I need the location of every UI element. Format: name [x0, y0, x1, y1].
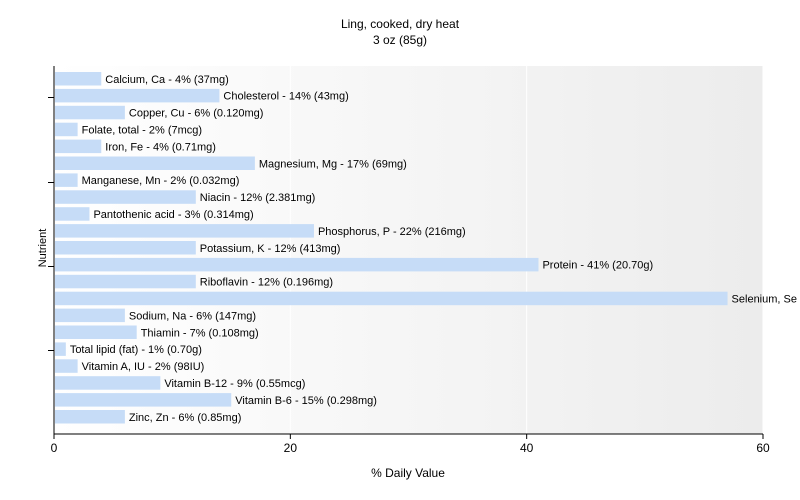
bar-label-7: Niacin - 12% (2.381mg) — [200, 192, 316, 204]
bar-2 — [55, 105, 125, 120]
bar-label-14: Sodium, Na - 6% (147mg) — [129, 310, 256, 322]
bar-label-18: Vitamin B-12 - 9% (0.55mcg) — [164, 378, 305, 390]
bar-label-20: Zinc, Zn - 6% (0.85mg) — [129, 412, 241, 424]
bar-label-3: Folate, total - 2% (7mcg) — [82, 124, 202, 136]
x-tick-label-3: 60 — [756, 441, 770, 455]
bar-label-19: Vitamin B-6 - 15% (0.298mg) — [235, 395, 377, 407]
bar-label-9: Phosphorus, P - 22% (216mg) — [318, 226, 466, 238]
bar-label-13: Selenium, Se - 57% (39.8mcg) — [732, 293, 800, 305]
bar-label-17: Vitamin A, IU - 2% (98IU) — [82, 361, 205, 373]
bar-label-8: Pantothenic acid - 3% (0.314mg) — [93, 209, 253, 221]
y-axis-ticks — [48, 97, 54, 351]
bar-8 — [55, 207, 90, 221]
bar-11 — [55, 257, 539, 272]
bar-0 — [55, 72, 102, 86]
bar-15 — [55, 325, 137, 339]
x-tick-label-1: 20 — [284, 441, 298, 455]
bar-13 — [55, 291, 728, 306]
bar-10 — [55, 241, 196, 255]
bar-label-4: Iron, Fe - 4% (0.71mg) — [105, 141, 216, 153]
y-axis-label: Nutrient — [37, 229, 49, 268]
gridlines — [289, 66, 764, 434]
chart-title: Ling, cooked, dry heat — [341, 17, 460, 31]
bar-6 — [55, 173, 78, 187]
bar-1 — [55, 88, 220, 103]
bar-12 — [55, 274, 196, 289]
bar-label-0: Calcium, Ca - 4% (37mg) — [105, 74, 228, 86]
chart-subtitle: 3 oz (85g) — [373, 33, 427, 47]
bar-19 — [55, 393, 232, 407]
bar-4 — [55, 139, 102, 154]
bar-labels-group: Calcium, Ca - 4% (37mg) Cholesterol - 14%… — [70, 74, 800, 424]
bars-group — [55, 72, 728, 424]
bar-5 — [55, 156, 255, 170]
bar-16 — [55, 342, 66, 356]
bar-17 — [55, 359, 78, 373]
bar-label-2: Copper, Cu - 6% (0.120mg) — [129, 108, 264, 120]
bar-18 — [55, 376, 161, 390]
bar-label-6: Manganese, Mn - 2% (0.032mg) — [82, 175, 240, 187]
bar-14 — [55, 308, 125, 323]
bar-label-12: Riboflavin - 12% (0.196mg) — [200, 277, 333, 289]
x-axis-ticks: 0 20 40 60 — [51, 434, 770, 455]
bar-9 — [55, 224, 314, 238]
bar-label-16: Total lipid (fat) - 1% (0.70g) — [70, 344, 202, 356]
bar-label-1: Cholesterol - 14% (43mg) — [223, 91, 348, 103]
bar-label-11: Protein - 41% (20.70g) — [542, 260, 653, 272]
bar-20 — [55, 410, 125, 424]
bar-label-5: Magnesium, Mg - 17% (69mg) — [259, 158, 407, 170]
x-tick-label-0: 0 — [51, 441, 58, 455]
bar-3 — [55, 122, 78, 137]
bar-7 — [55, 190, 196, 204]
x-tick-label-2: 40 — [520, 441, 534, 455]
bar-label-15: Thiamin - 7% (0.108mg) — [141, 327, 259, 339]
x-axis-label: % Daily Value — [371, 466, 445, 480]
bar-label-10: Potassium, K - 12% (413mg) — [200, 243, 341, 255]
